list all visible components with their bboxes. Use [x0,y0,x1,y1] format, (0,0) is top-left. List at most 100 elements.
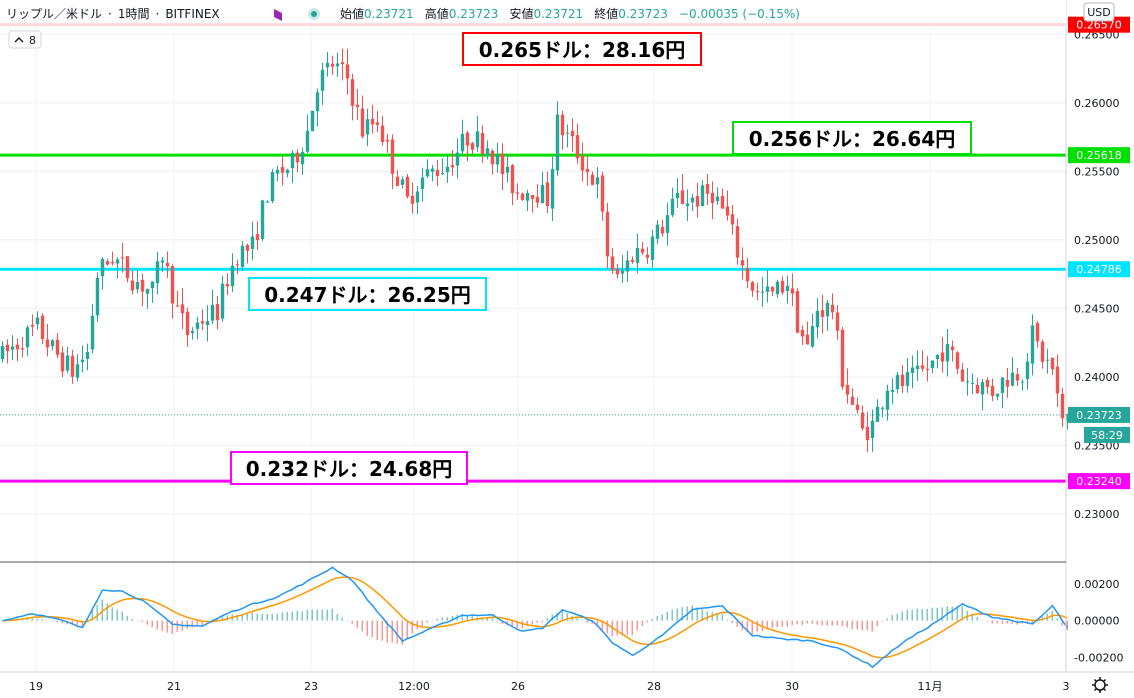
macd-signal-line [2,576,1068,659]
candle-body [905,372,910,386]
candle-body [815,310,820,328]
macd-histogram-bar [281,612,283,621]
candle-body [240,245,245,267]
macd-histogram-bar [661,614,663,621]
macd-histogram-bar [406,620,408,639]
indicators-toggle-button[interactable] [8,30,42,49]
candle-body [1035,323,1040,342]
macd-histogram-bar [1001,620,1003,624]
level-annotation-box[interactable] [732,121,972,155]
candle-body [825,302,830,317]
price-tick-label: 0.23000 [1074,508,1120,521]
candle-body [715,196,720,202]
macd-histogram-bar [951,606,953,621]
macd-histogram-bar [241,614,243,621]
macd-histogram-bar [426,620,428,623]
candle-body [395,176,400,186]
candle-body [410,195,415,204]
time-tick-label: 3 [1063,680,1070,693]
candle-body [390,139,395,174]
macd-histogram-bar [981,620,983,621]
symbol-title[interactable]: リップル／米ドル · 1時間 · BITFINEX [6,7,220,21]
candle-body [210,304,215,321]
candle-body [925,368,930,370]
candle-body [135,281,140,290]
candle-body [140,279,145,292]
macd-histogram-bar [561,609,563,621]
macd-tick-label: 0.00000 [1074,615,1120,628]
candle-body [475,131,480,148]
candle-body [745,267,750,282]
candle-body [0,346,5,360]
candle-body [355,104,360,107]
candle-body [945,344,950,362]
macd-histogram-bar [836,620,838,626]
candle-body [530,195,535,199]
candle-body [760,291,765,293]
macd-histogram-bar [1,620,3,622]
currency-button[interactable] [1083,2,1115,22]
macd-histogram-bar [331,608,333,621]
candle-body [380,125,385,143]
candle-body [495,154,500,165]
candle-body [585,168,590,173]
candle-body [415,191,420,203]
level-annotation-box[interactable] [248,277,487,311]
macd-histogram-bar [796,620,798,625]
level-annotation-text: 0.256ドル：26.64円 [749,127,956,151]
candle-body [345,64,350,79]
macd-histogram-bar [581,619,583,621]
macd-axis[interactable]: 0.00200 0.00000 -0.00200 [1074,578,1123,664]
macd-histogram-bar [631,620,633,636]
candle-body [660,226,665,234]
level-annotation-box[interactable] [230,451,468,485]
level-annotation-box[interactable] [462,32,702,66]
candle-body [255,233,260,241]
macd-histogram-bar [151,620,153,628]
macd-histogram-bar [326,609,328,621]
macd-histogram-bar [346,620,348,621]
macd-histogram-bar [386,620,388,643]
candle-body [810,326,815,347]
macd-histogram-bar [816,620,818,625]
price-tick-label: 0.25500 [1074,165,1120,178]
candle-body [520,193,525,200]
candle-body [795,291,800,333]
time-axis[interactable]: 19 21 23 12:00 26 28 30 11月 3 [29,680,1070,693]
macd-histogram-bar [931,607,933,621]
macd-histogram-bar [481,617,483,621]
macd-tick-label: 0.00200 [1074,578,1120,591]
macd-histogram-bar [696,607,698,621]
candle-body [895,374,900,390]
ohlc-readout: 始値0.23721 高値0.23723 安値0.23721 終値0.23723 … [340,3,800,22]
gear-icon[interactable] [1092,677,1108,693]
macd-histogram-bar [31,617,33,621]
candle-body [635,247,640,263]
macd-histogram-bar [341,617,343,621]
macd-histogram-bar [91,610,93,621]
macd-histogram-bar [391,620,393,643]
candle-body [565,132,570,134]
macd-histogram-bar [706,611,708,621]
macd-histogram-bar [246,613,248,621]
macd-histogram-bar [396,620,398,644]
macd-histogram-bar [646,620,648,623]
candle-body [790,288,795,294]
candle-body [455,152,460,166]
macd-histogram-bar [271,614,273,621]
level-annotations[interactable]: 0.265ドル：28.16円 0.256ドル：26.64円 0.247ドル：26.2… [230,32,972,485]
macd-histogram-bar [856,620,858,630]
time-tick-label: 30 [785,680,799,693]
macd-histogram-bar [846,620,848,628]
macd-histogram-bar [226,615,228,621]
macd-histogram-bar [106,603,108,621]
candle-body [1060,393,1065,419]
candle-body [490,150,495,165]
candle-body [995,393,1000,397]
candle-body [1010,372,1015,386]
candle-body [545,182,550,207]
macd-histogram-bar [1066,620,1068,631]
macd-histogram-bar [586,620,588,623]
candle-body [130,280,135,291]
